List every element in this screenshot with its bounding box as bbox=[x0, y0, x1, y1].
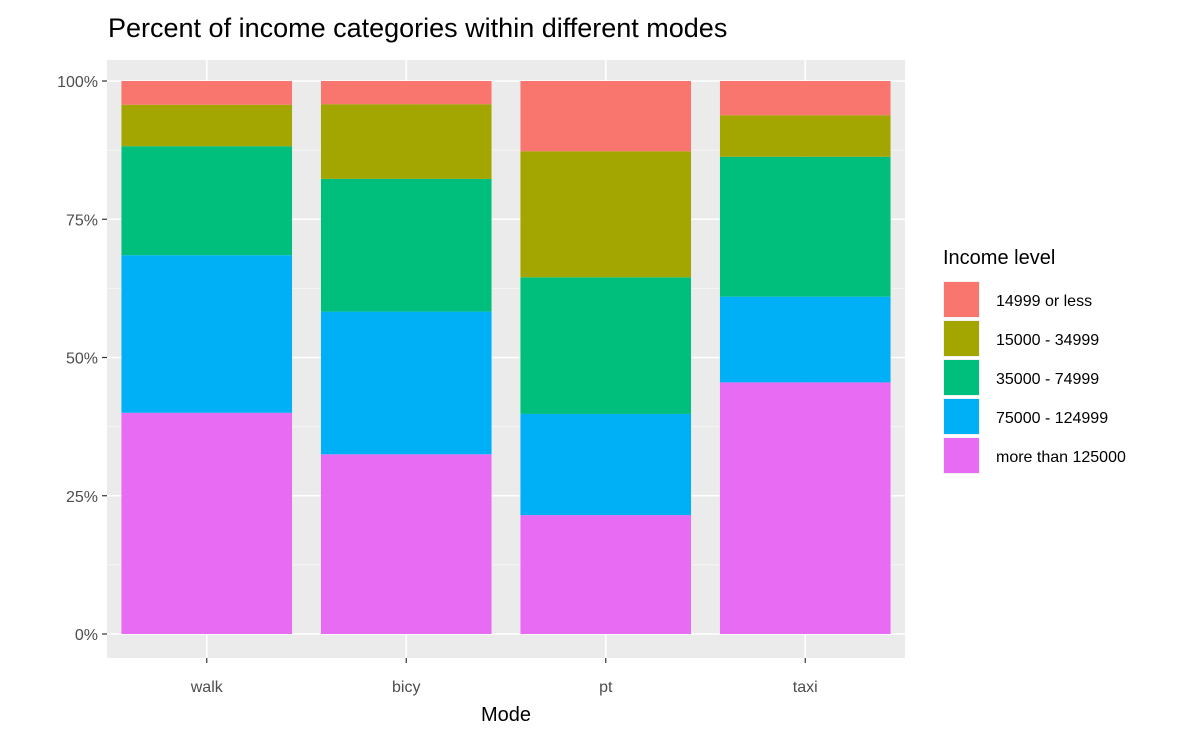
bar-segment-taxi-75000-124999 bbox=[719, 296, 891, 383]
legend-swatch bbox=[944, 438, 979, 473]
x-tick-label-bicy: bicy bbox=[392, 679, 420, 696]
bar-segment-walk-35000-74999 bbox=[121, 146, 293, 256]
legend-swatch bbox=[944, 321, 979, 356]
x-axis: walk bicy pt taxi bbox=[190, 658, 818, 696]
bar-segment-walk-75000-124999 bbox=[121, 255, 293, 413]
bar-segment-walk-14999-or-less bbox=[121, 81, 293, 105]
bar-segment-walk-15000-34999 bbox=[121, 104, 293, 147]
legend: Income level 14999 or less 15000 - 34999 3… bbox=[943, 247, 1126, 474]
legend-title: Income level bbox=[943, 247, 1055, 269]
x-tick-label-taxi: taxi bbox=[793, 679, 818, 696]
bar-segment-pt-75000-124999 bbox=[520, 413, 692, 516]
x-tick-label-walk: walk bbox=[190, 679, 224, 696]
bar-segment-taxi-15000-34999 bbox=[719, 115, 891, 157]
legend-label: 15000 - 34999 bbox=[996, 332, 1099, 349]
legend-swatch bbox=[944, 282, 979, 317]
bar-segment-pt-15000-34999 bbox=[520, 151, 692, 278]
legend-label: 35000 - 74999 bbox=[996, 371, 1099, 388]
legend-swatch bbox=[944, 360, 979, 395]
bar-segment-pt-14999-or-less bbox=[520, 81, 692, 152]
bar-segment-pt-more-than-125000 bbox=[520, 515, 692, 634]
bar-segment-walk-more-than-125000 bbox=[121, 412, 293, 634]
bar-segment-bicy-14999-or-less bbox=[320, 81, 492, 105]
y-tick-label: 25% bbox=[66, 489, 98, 506]
bar-segment-bicy-75000-124999 bbox=[320, 311, 492, 455]
legend-label: more than 125000 bbox=[996, 449, 1126, 466]
x-axis-title: Mode bbox=[481, 704, 531, 726]
y-tick-label: 50% bbox=[66, 351, 98, 368]
bar-segment-pt-35000-74999 bbox=[520, 277, 692, 414]
bar-segment-bicy-35000-74999 bbox=[320, 178, 492, 312]
bar-segment-taxi-more-than-125000 bbox=[719, 382, 891, 634]
legend-swatch bbox=[944, 399, 979, 434]
bars bbox=[121, 81, 891, 634]
y-tick-label: 75% bbox=[66, 212, 98, 229]
x-tick-label-pt: pt bbox=[599, 679, 613, 696]
y-tick-label: 0% bbox=[75, 627, 98, 644]
y-tick-label: 100% bbox=[57, 74, 98, 91]
bar-segment-bicy-15000-34999 bbox=[320, 104, 492, 179]
y-axis: 0% 25% 50% 75% 100% bbox=[57, 74, 107, 644]
legend-items: 14999 or less 15000 - 34999 35000 - 74999 7… bbox=[943, 281, 1126, 474]
bar-segment-taxi-35000-74999 bbox=[719, 156, 891, 297]
legend-label: 14999 or less bbox=[996, 293, 1092, 310]
legend-label: 75000 - 124999 bbox=[996, 410, 1108, 427]
chart-title: Percent of income categories within diff… bbox=[108, 13, 727, 43]
bar-segment-taxi-14999-or-less bbox=[719, 81, 891, 116]
bar-segment-bicy-more-than-125000 bbox=[320, 454, 492, 634]
